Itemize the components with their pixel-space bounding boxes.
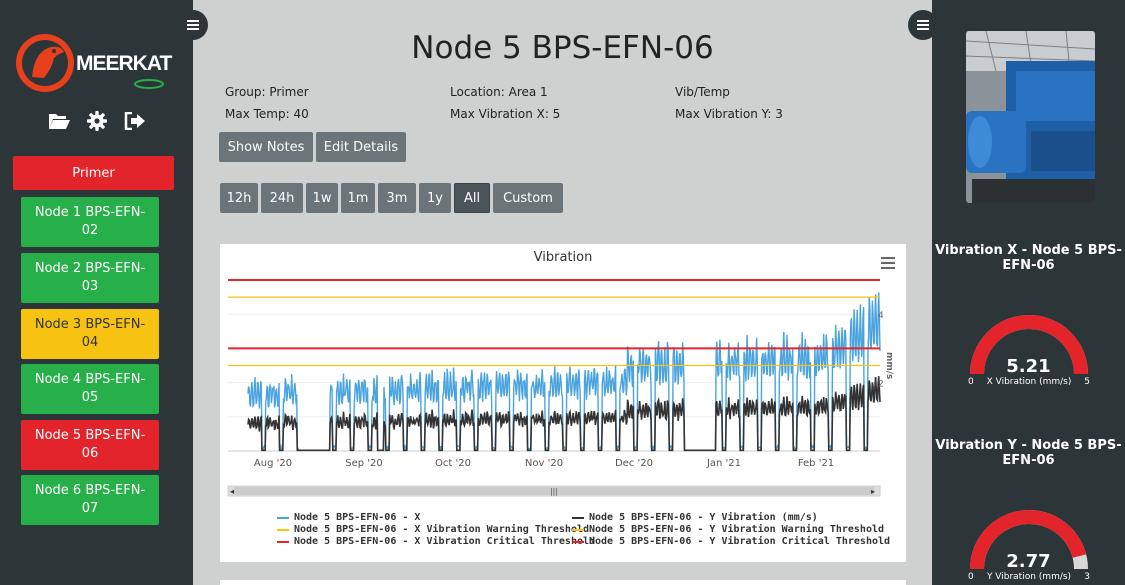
- series-y-line: [247, 376, 881, 452]
- gauge-y-value: 2.77: [1006, 551, 1051, 572]
- gauge-y-dial: [970, 510, 1088, 570]
- legend-swatch: [572, 528, 584, 531]
- gauge-y-title: Vibration Y - Node 5 BPS-EFN-06: [935, 438, 1122, 468]
- second-chart-card: [220, 580, 906, 585]
- legend-item[interactable]: Node 5 BPS-EFN-06 - X: [277, 512, 420, 523]
- vibration-chart: Aug '20 Sep '20 Oct '20 Nov '20 Dec '20 Jan '…: [220, 244, 906, 562]
- left-menu-toggle-icon[interactable]: [178, 10, 208, 40]
- x-tick-label: Aug '20: [254, 458, 292, 469]
- gauge-arc: [970, 315, 1088, 375]
- meerkat-logo[interactable]: MEERKAT: [14, 32, 174, 94]
- legend-label: Node 5 BPS-EFN-06 - Y Vibration Critical…: [589, 536, 891, 547]
- y-axis-label: mm/s: [884, 352, 894, 379]
- gear-icon[interactable]: [86, 110, 108, 132]
- legend-item[interactable]: Node 5 BPS-EFN-06 - X Vibration Critical…: [277, 536, 595, 547]
- range-3m-button[interactable]: 3m: [378, 183, 416, 213]
- legend-swatch: [277, 516, 289, 519]
- y-tick-label: 4: [878, 311, 884, 321]
- right-panel: Vibration X - Node 5 BPS-EFN-06 5.21 0 X…: [932, 0, 1125, 585]
- legend-label: Node 5 BPS-EFN-06 - X Vibration Warning …: [294, 524, 590, 535]
- location-detail: Location: Area 1: [450, 85, 548, 99]
- range-custom-button[interactable]: Custom: [493, 183, 563, 213]
- max-temp-detail: Max Temp: 40: [225, 107, 309, 121]
- range-12h-button[interactable]: 12h: [220, 183, 258, 213]
- gauge-x-max: 5: [1084, 377, 1090, 387]
- gauge-y-label: Y Vibration (mm/s): [986, 572, 1072, 582]
- folder-open-icon[interactable]: [48, 110, 70, 132]
- legend-label: Node 5 BPS-EFN-06 - X Vibration Critical…: [294, 536, 596, 547]
- edit-details-button[interactable]: Edit Details: [316, 132, 406, 162]
- logo-text: MEERKAT: [76, 52, 172, 75]
- legend-item[interactable]: Node 5 BPS-EFN-06 - Y Vibration Critical…: [572, 536, 890, 547]
- left-sidebar: MEERKAT Primer Node 1 BPS-EFN-02 Node 2 …: [0, 0, 193, 585]
- gauge-x-dial: [970, 315, 1088, 375]
- gauge-x-min: 0: [968, 377, 974, 387]
- group-primer-button[interactable]: Primer: [13, 156, 174, 190]
- legend-label: Node 5 BPS-EFN-06 - Y Vibration (mm/s): [589, 512, 818, 523]
- chart-menu-icon[interactable]: [881, 254, 895, 269]
- meerkat-logo-icon: [16, 34, 164, 92]
- x-tick-label: Dec '20: [615, 458, 653, 469]
- sidebar-node-5[interactable]: Node 5 BPS-EFN-06: [21, 420, 159, 470]
- x-tick-label: Feb '21: [798, 458, 834, 469]
- legend-item[interactable]: Node 5 BPS-EFN-06 - Y Vibration (mm/s): [572, 512, 818, 523]
- legend-label: Node 5 BPS-EFN-06 - X: [294, 512, 421, 523]
- sidebar-node-3[interactable]: Node 3 BPS-EFN-04: [21, 309, 159, 359]
- scroll-left-arrow: ◂: [230, 487, 234, 496]
- range-1y-button[interactable]: 1y: [419, 183, 451, 213]
- range-1m-button[interactable]: 1m: [341, 183, 375, 213]
- gauge-arc: [970, 510, 1087, 570]
- x-tick-label: Oct '20: [435, 458, 471, 469]
- x-tick-label: Sep '20: [345, 458, 383, 469]
- scroll-handle: |||: [550, 487, 558, 496]
- sidebar-node-2[interactable]: Node 2 BPS-EFN-03: [21, 253, 159, 303]
- sidebar-node-1[interactable]: Node 1 BPS-EFN-02: [21, 197, 159, 247]
- gauge-y-min: 0: [968, 572, 974, 582]
- x-tick-label: Jan '21: [706, 458, 741, 469]
- range-all-button[interactable]: All: [454, 183, 490, 213]
- legend-label: Node 5 BPS-EFN-06 - Y Vibration Warning …: [589, 524, 885, 535]
- gauge-x-value: 5.21: [1006, 356, 1051, 377]
- legend-item[interactable]: Node 5 BPS-EFN-06 - Y Vibration Warning …: [572, 524, 884, 535]
- sidebar-node-4[interactable]: Node 4 BPS-EFN-05: [21, 364, 159, 414]
- legend-swatch: [572, 516, 584, 519]
- vibration-chart-svg: Aug '20 Sep '20 Oct '20 Nov '20 Dec '20 Jan '…: [227, 279, 894, 497]
- legend-swatch: [277, 540, 289, 543]
- x-tick-label: Nov '20: [525, 458, 563, 469]
- max-vib-x-detail: Max Vibration X: 5: [450, 107, 561, 121]
- legend-swatch: [277, 528, 289, 531]
- max-vib-y-detail: Max Vibration Y: 3: [675, 107, 783, 121]
- node-machine-photo: [966, 31, 1095, 203]
- sign-out-icon[interactable]: [124, 110, 146, 132]
- chart-scrollbar-thumb: [234, 487, 874, 495]
- show-notes-button[interactable]: Show Notes: [219, 132, 313, 162]
- scroll-right-arrow: ▸: [871, 487, 875, 496]
- type-detail: Vib/Temp: [675, 85, 730, 99]
- range-1w-button[interactable]: 1w: [306, 183, 338, 213]
- y-tick-label: 2: [878, 380, 884, 390]
- legend-swatch: [572, 540, 584, 543]
- gauge-y-max: 3: [1084, 572, 1090, 582]
- sidebar-node-6[interactable]: Node 6 BPS-EFN-07: [21, 475, 159, 525]
- chart-title: Vibration: [533, 250, 593, 265]
- gauge-x-title: Vibration X - Node 5 BPS-EFN-06: [935, 243, 1122, 273]
- main-content: Node 5 BPS-EFN-06 Group: Primer Location…: [193, 0, 932, 585]
- gauge-x-label: X Vibration (mm/s): [986, 377, 1072, 387]
- legend-item[interactable]: Node 5 BPS-EFN-06 - X Vibration Warning …: [277, 524, 589, 535]
- group-detail: Group: Primer: [225, 85, 309, 99]
- range-24h-button[interactable]: 24h: [261, 183, 303, 213]
- page-title: Node 5 BPS-EFN-06: [411, 30, 714, 66]
